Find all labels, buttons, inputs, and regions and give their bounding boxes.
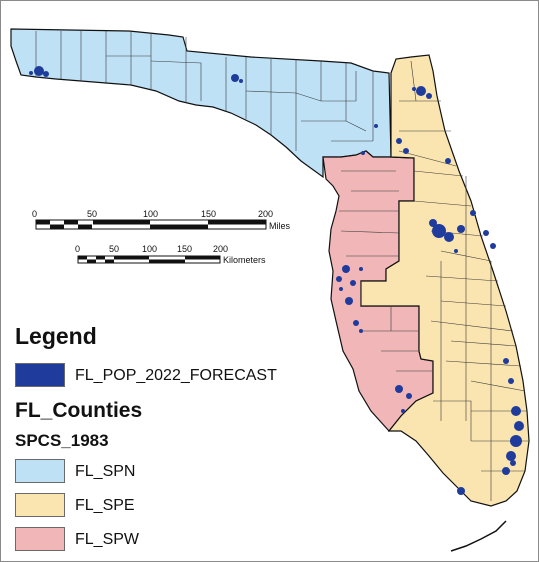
legend-label-population: FL_POP_2022_FORECAST bbox=[75, 367, 277, 384]
legend-title: Legend bbox=[15, 323, 97, 349]
scale-miles-tick-0: 0 bbox=[32, 209, 38, 219]
scale-miles-tick-1: 50 bbox=[87, 209, 98, 219]
legend-label-spe: FL_SPE bbox=[75, 497, 135, 514]
legend-swatch-spe bbox=[15, 493, 65, 517]
scale-miles-tick-3: 150 bbox=[201, 209, 217, 219]
legend-swatch-population bbox=[15, 363, 65, 387]
scale-km-tick-0: 0 bbox=[75, 244, 81, 254]
zone-spn bbox=[10, 28, 392, 179]
scale-miles-tick-4: 200 bbox=[258, 209, 274, 219]
county-boundaries bbox=[35, 31, 529, 501]
florida-keys bbox=[450, 520, 507, 552]
legend-label-spw: FL_SPW bbox=[75, 531, 140, 548]
population-clusters bbox=[29, 66, 524, 495]
scale-km-tick-1: 50 bbox=[109, 244, 120, 254]
legend-zones-title: SPCS_1983 bbox=[15, 431, 109, 450]
scale-km-tick-3: 150 bbox=[177, 244, 193, 254]
legend-swatch-spn bbox=[15, 459, 65, 483]
scale-km-tick-4: 200 bbox=[213, 244, 229, 254]
scale-miles-tick-2: 100 bbox=[143, 209, 159, 219]
legend-swatch-spw bbox=[15, 527, 65, 551]
scale-km-unit: Kilometers bbox=[223, 255, 266, 265]
kilometers-scale-bar bbox=[77, 255, 221, 264]
legend-label-spn: FL_SPN bbox=[75, 463, 136, 480]
miles-scale-bar bbox=[35, 219, 267, 230]
scale-miles-unit: Miles bbox=[269, 221, 291, 231]
legend-counties-title: FL_Counties bbox=[15, 399, 143, 422]
scale-km-tick-2: 100 bbox=[142, 244, 158, 254]
